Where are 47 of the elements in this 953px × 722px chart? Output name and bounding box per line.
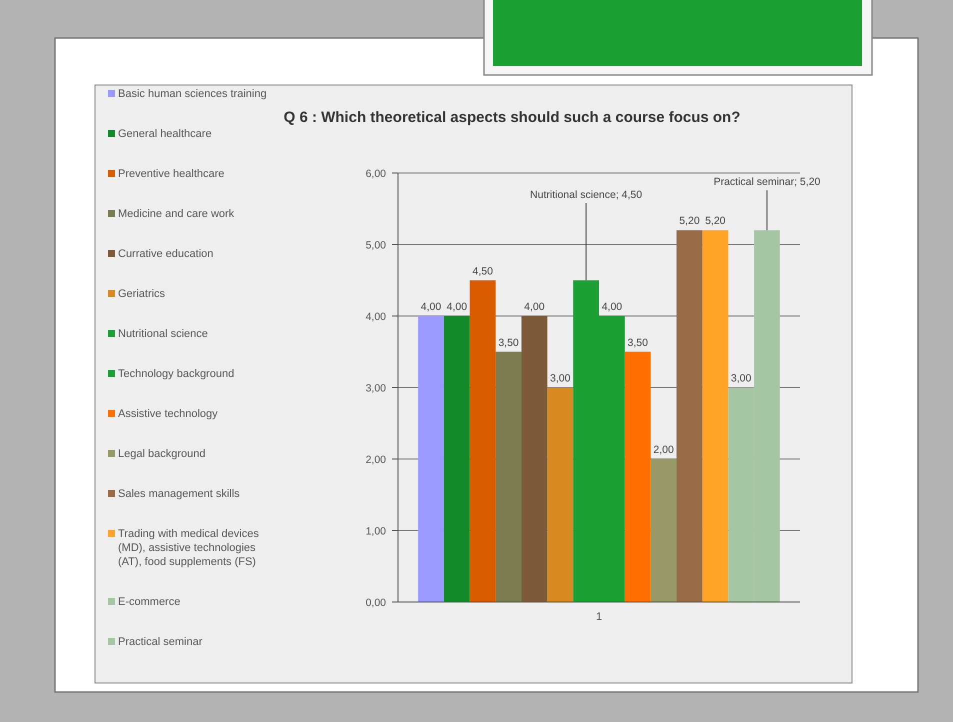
bar — [676, 230, 702, 602]
legend-label: Assistive technology — [118, 408, 218, 420]
bar — [521, 316, 548, 602]
legend-label: Sales management skills — [118, 488, 240, 500]
y-tick-label: 6,00 — [366, 168, 386, 180]
legend-label: Currative education — [118, 248, 214, 260]
y-tick-label: 1,00 — [366, 526, 386, 538]
data-label: 3,50 — [498, 336, 519, 349]
data-label: 3,50 — [628, 336, 648, 349]
data-label: 3,00 — [550, 372, 571, 384]
legend-label: Legal background — [118, 448, 206, 460]
bar — [702, 230, 728, 602]
data-label: Practical seminar; 5,20 — [714, 176, 821, 188]
data-label: 3,00 — [730, 372, 752, 384]
y-tick-label: 2,00 — [366, 454, 386, 466]
legend-label: E-commerce — [118, 596, 180, 608]
y-tick-label: 4,00 — [366, 311, 386, 323]
data-label: 2,00 — [653, 444, 674, 456]
chart-title: Q 6 : Which theoretical aspects should such a course focus on? — [284, 109, 740, 126]
data-label: 5,20 — [705, 215, 726, 228]
bar — [418, 316, 444, 602]
y-tick-label: 0,00 — [366, 597, 386, 609]
bar — [547, 388, 574, 602]
legend-label: Technology background — [118, 368, 234, 380]
bar — [496, 352, 522, 602]
data-label: 4,50 — [472, 265, 494, 278]
legend-label: Nutritional science — [118, 328, 208, 340]
legend-label: General healthcare — [118, 128, 212, 140]
data-label: 5,20 — [679, 215, 700, 228]
data-label: 4,00 — [602, 301, 622, 313]
bar — [650, 459, 677, 602]
bar — [470, 280, 496, 602]
legend-label: Medicine and care work — [118, 208, 235, 220]
legend-label: Basic human sciences training — [118, 88, 267, 100]
data-label: 4,00 — [446, 301, 468, 313]
bar — [624, 352, 651, 602]
x-tick-label: 1 — [596, 611, 602, 623]
legend-label: Trading with medical devices (MD), assistive technologies (AT), food supplements (FS) — [118, 528, 260, 568]
legend-label: Geriatrics — [118, 288, 166, 300]
y-tick-label: 5,00 — [366, 240, 386, 252]
y-tick-label: 3,00 — [366, 382, 386, 394]
bar — [444, 316, 470, 602]
legend-label: Preventive healthcare — [118, 168, 224, 180]
data-label: 4,00 — [524, 301, 545, 313]
data-label: Nutritional science; 4,50 — [530, 189, 642, 201]
legend-label: Practical seminar — [118, 636, 203, 648]
data-label: 4,00 — [420, 301, 442, 313]
